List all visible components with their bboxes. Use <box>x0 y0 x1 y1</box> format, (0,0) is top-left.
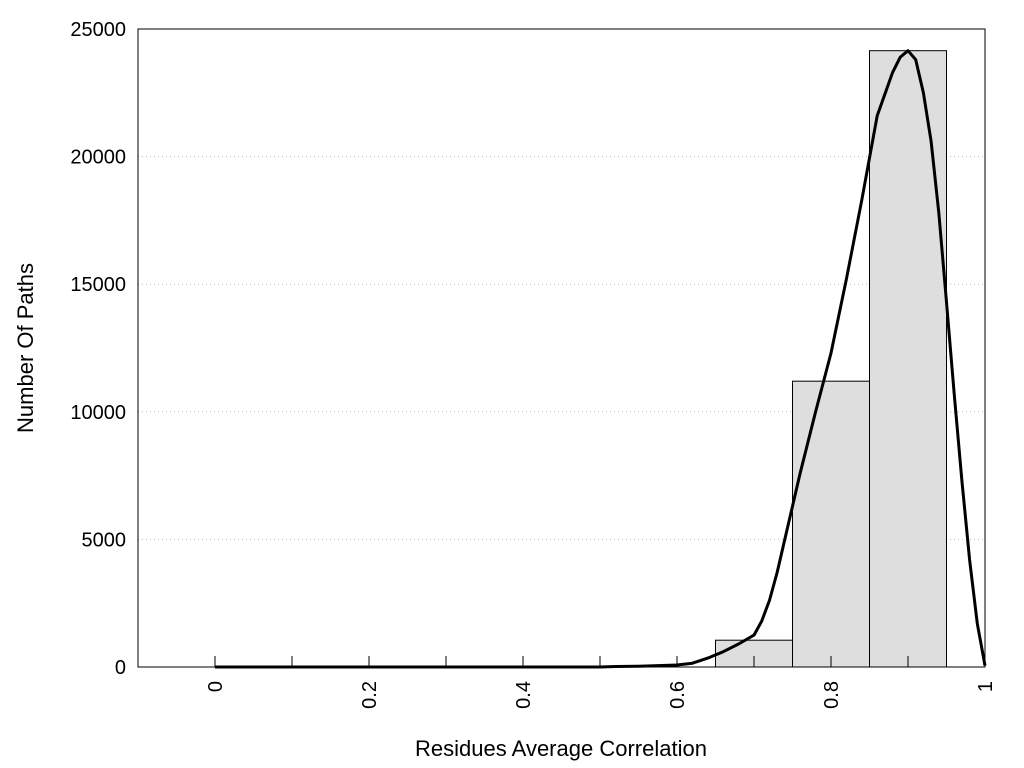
y-tick-label: 10000 <box>70 402 126 424</box>
x-axis-label: Residues Average Correlation <box>415 736 707 761</box>
y-ticks: 0 5000 10000 15000 20000 25000 <box>70 19 126 679</box>
histogram-bar <box>792 380 870 668</box>
x-ticks: 0 0.2 0.4 0.6 0.8 1 <box>205 656 997 709</box>
y-tick-label: 20000 <box>70 147 126 169</box>
x-tick-label: 0.6 <box>667 681 689 709</box>
x-tick-label: 1 <box>975 681 997 692</box>
y-axis-label: Number Of Paths <box>13 263 38 433</box>
y-tick-label: 0 <box>115 657 126 679</box>
plot-frame <box>137 28 986 668</box>
x-tick-label: 0.8 <box>821 681 843 709</box>
x-tick-label: 0 <box>205 681 227 692</box>
y-tick-label: 15000 <box>70 274 126 296</box>
x-tick-label: 0.2 <box>359 681 381 709</box>
x-tick-label: 0.4 <box>513 681 535 709</box>
histogram-bar <box>869 50 947 668</box>
y-tick-label: 5000 <box>82 529 127 551</box>
fit-curve-group <box>215 49 987 669</box>
fit-curve-line <box>215 49 987 669</box>
y-tick-label: 25000 <box>70 19 126 41</box>
